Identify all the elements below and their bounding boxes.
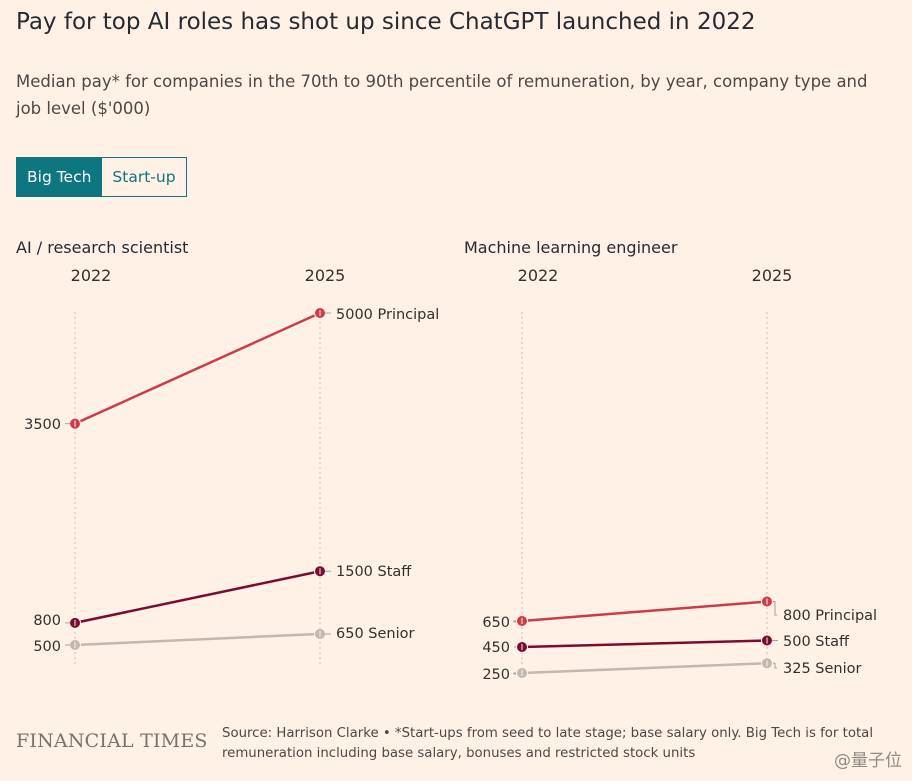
source-note: Source: Harrison Clarke • *Start-ups fro…: [222, 726, 874, 761]
series-line: [521, 662, 768, 675]
end-value-label: 325 Senior: [783, 661, 862, 677]
panel-title: Machine learning engineer: [464, 238, 678, 257]
start-value-label: 500: [33, 639, 61, 655]
start-up-button[interactable]: Start-up: [102, 157, 187, 197]
end-value-label: 1500 Staff: [336, 564, 412, 580]
start-value-label: 450: [482, 640, 510, 656]
start-value-label: 800: [33, 613, 61, 629]
series-line: [74, 569, 321, 625]
panel-title: AI / research scientist: [16, 238, 188, 257]
series-line: [521, 600, 768, 623]
series-line: [521, 639, 768, 649]
label-connector: [513, 672, 516, 675]
chart-subtitle: Median pay* for companies in the 70th to…: [16, 72, 868, 118]
start-value-label: 650: [482, 615, 510, 631]
end-value-label: 500 Staff: [783, 634, 850, 650]
x-tick-label: 2022: [518, 266, 559, 285]
company-type-toggle: Big Tech Start-up: [16, 157, 187, 197]
x-tick-label: 2025: [752, 266, 793, 285]
label-connector: [773, 601, 777, 616]
start-value-label: 250: [482, 667, 510, 683]
label-connector: [773, 662, 777, 669]
end-value-label: 650 Senior: [336, 626, 415, 642]
ft-logo: FINANCIAL TIMES: [16, 730, 208, 752]
series-line: [74, 632, 321, 647]
watermark: @量子位: [834, 751, 902, 771]
x-tick-label: 2022: [71, 266, 112, 285]
x-tick-label: 2025: [305, 266, 346, 285]
chart-title: Pay for top AI roles has shot up since C…: [16, 9, 756, 35]
end-value-label: 800 Principal: [783, 608, 877, 624]
big-tech-button[interactable]: Big Tech: [16, 157, 103, 197]
series-line: [74, 311, 321, 425]
label-connector: [513, 620, 516, 623]
start-value-label: 3500: [24, 417, 61, 433]
end-value-label: 5000 Principal: [336, 307, 439, 323]
